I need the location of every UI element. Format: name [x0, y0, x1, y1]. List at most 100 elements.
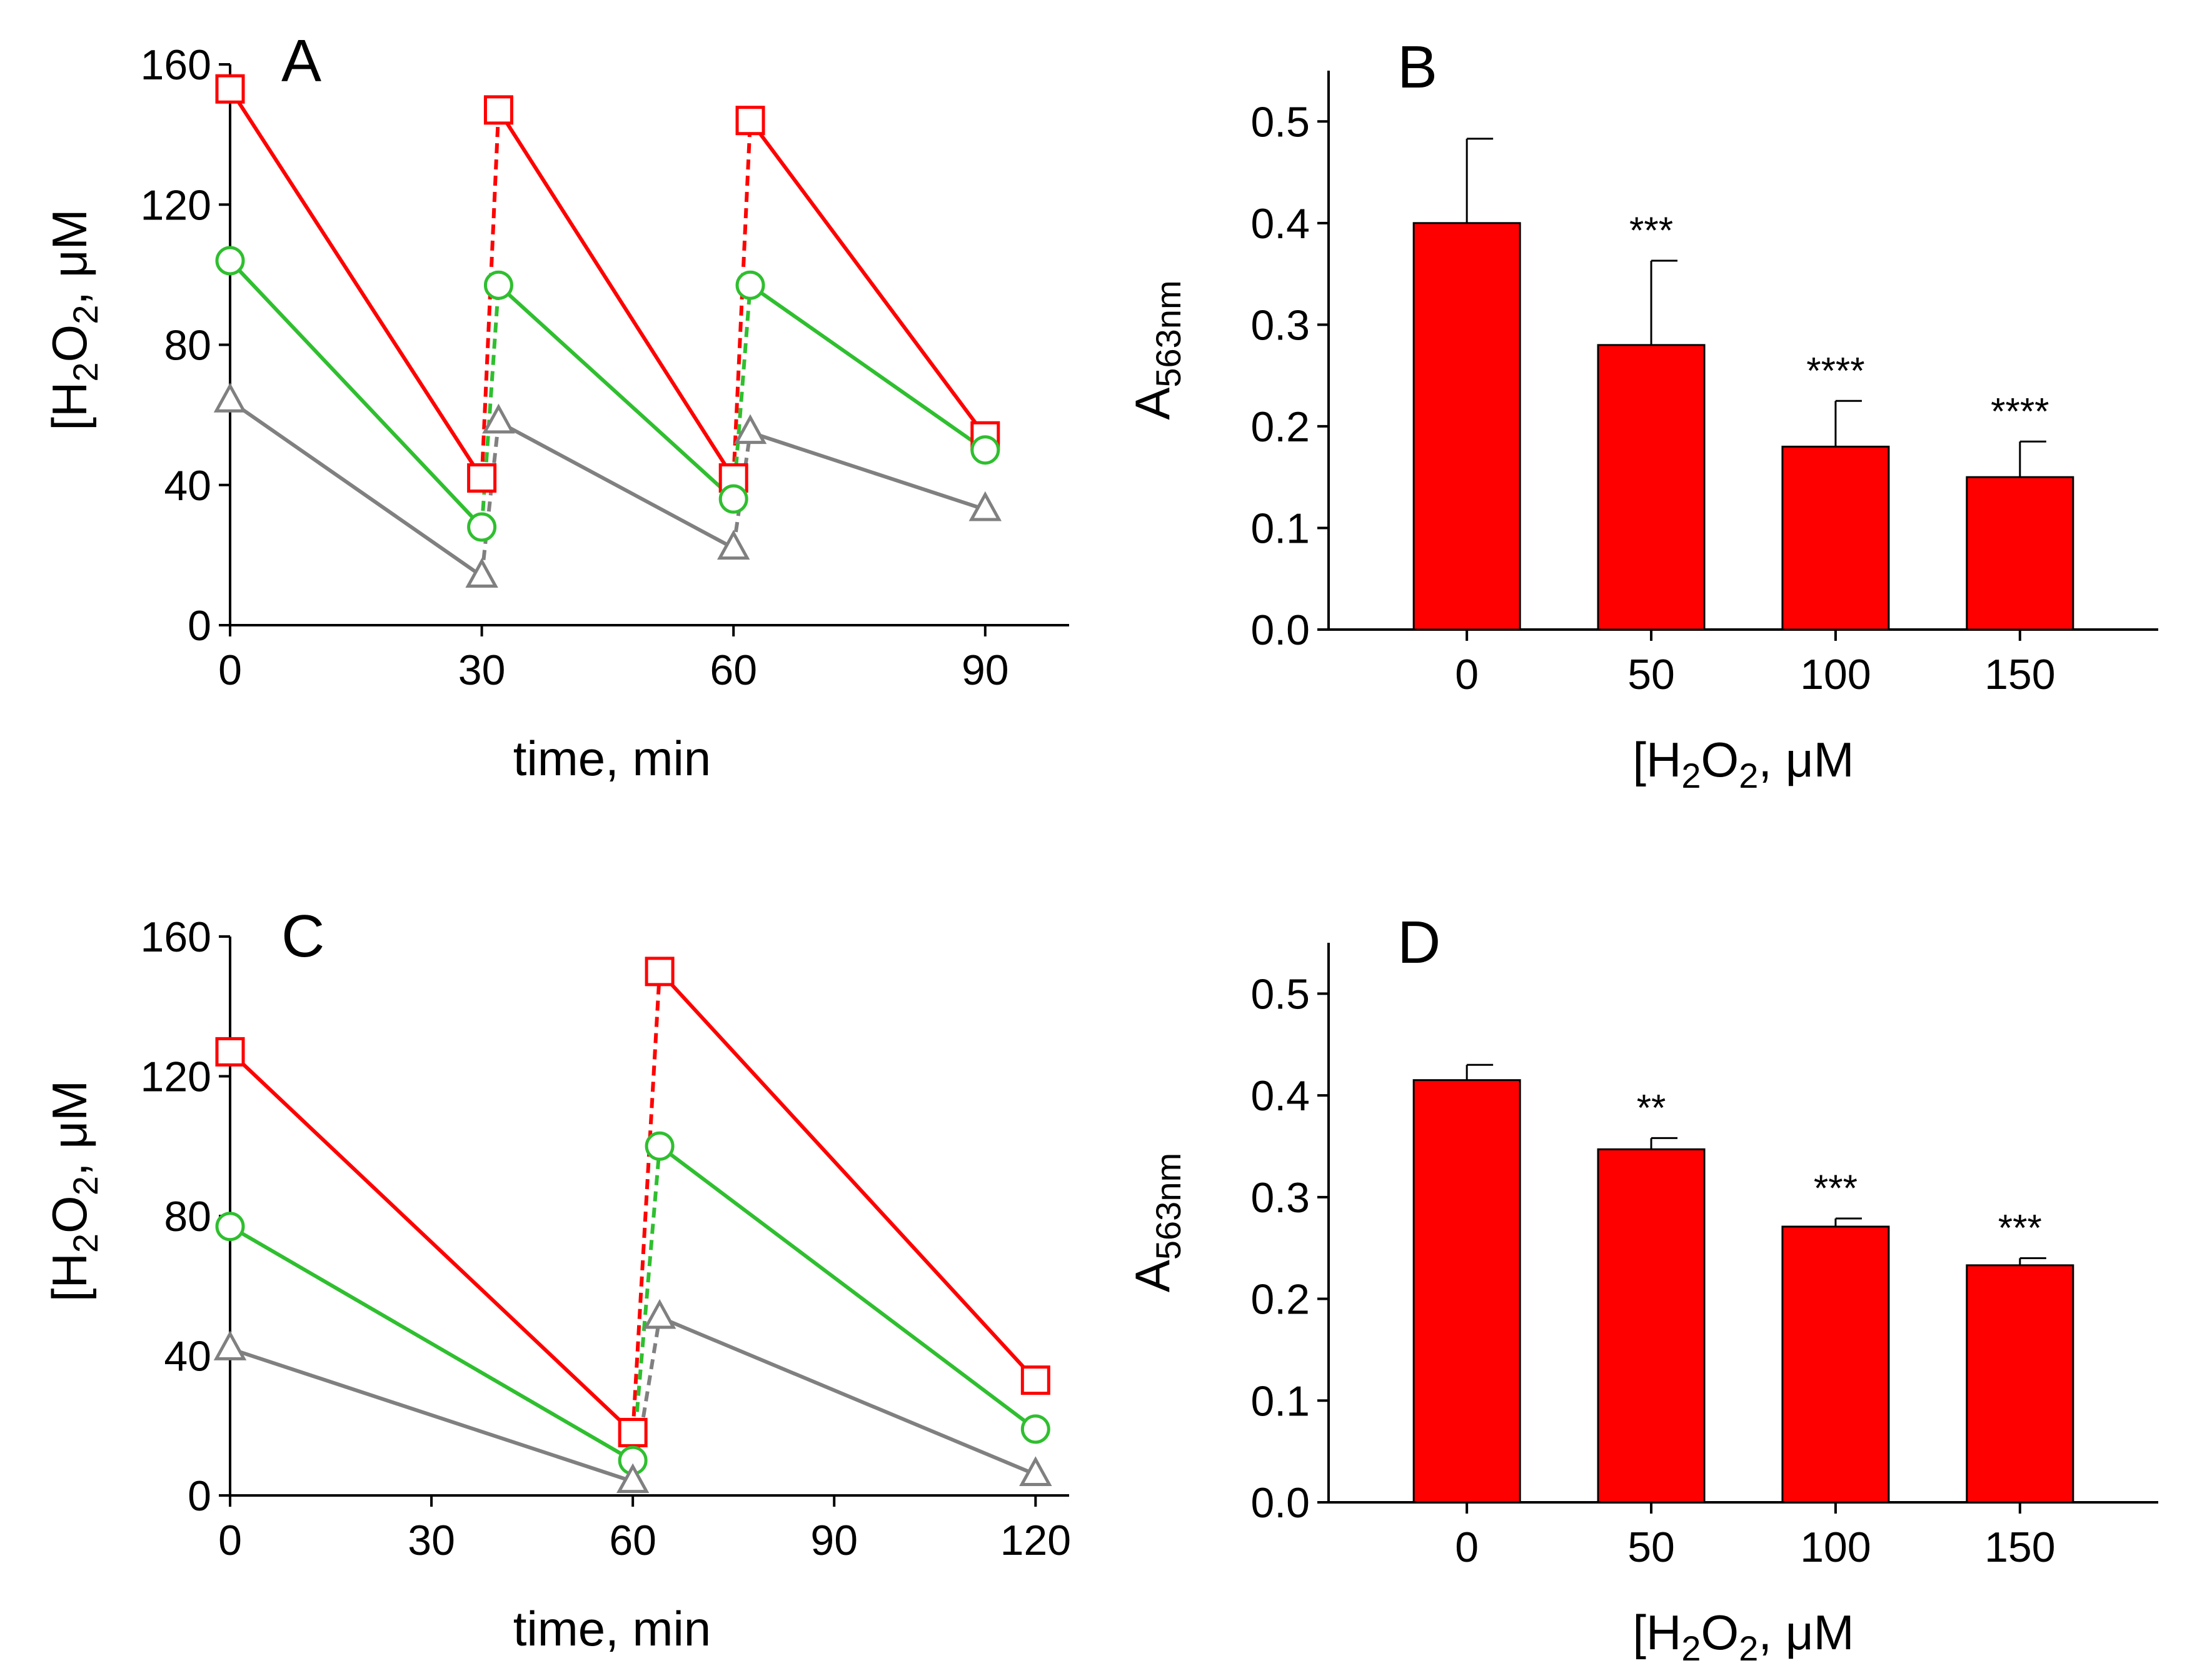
axis-label: [H2O2, μM [42, 1080, 105, 1302]
series-line [228, 259, 483, 529]
series-square [228, 88, 987, 480]
x-tick-label: 30 [458, 646, 506, 694]
series-line [748, 119, 987, 438]
x-tick-label: 50 [1627, 1524, 1675, 1571]
square-marker [718, 463, 748, 493]
square-marker [215, 74, 245, 104]
y-tick-label: 160 [141, 913, 211, 961]
series-line [658, 970, 1037, 1382]
circle-marker [718, 484, 748, 514]
series-line [750, 430, 986, 511]
y-tick-label: 0.0 [1250, 606, 1310, 654]
triangle-marker [213, 1330, 247, 1360]
panel-letter: D [1397, 909, 1440, 976]
x-tick-label: 150 [1984, 1524, 2055, 1571]
y-tick-label: 40 [164, 1333, 211, 1380]
y-tick-label: 120 [141, 1053, 211, 1101]
triangle-marker [616, 1463, 650, 1494]
bar [1781, 1225, 1890, 1504]
panel-letter: A [281, 28, 321, 94]
significance-label: *** [1814, 1167, 1858, 1209]
bar [1412, 1079, 1521, 1504]
x-tick-label: 0 [1455, 651, 1479, 698]
x-tick-label: 60 [609, 1517, 656, 1564]
y-tick-label: 0.2 [1250, 1276, 1310, 1324]
y-tick-label: 0.5 [1250, 970, 1310, 1018]
x-tick-label: 90 [810, 1517, 858, 1564]
dashed-segment [631, 1145, 662, 1461]
triangle-marker [968, 491, 1002, 521]
panel-letter: C [281, 903, 324, 970]
significance-label: *** [1629, 209, 1673, 251]
series-line [658, 1144, 1037, 1431]
dashed-segment [480, 421, 501, 576]
x-tick-label: 100 [1800, 1524, 1871, 1571]
circle-marker [483, 270, 513, 300]
x-tick-label: 0 [218, 646, 242, 694]
series-circle [229, 1144, 1037, 1462]
y-tick-label: 0.4 [1250, 200, 1310, 248]
x-tick-label: 60 [710, 646, 757, 694]
series-square [228, 970, 1037, 1434]
axis-label: A563nm [1125, 280, 1188, 420]
series-line [229, 1347, 634, 1484]
axis-label: [H2O2, μM [42, 209, 105, 430]
y-tick-label: 160 [141, 41, 211, 89]
y-tick-label: 0 [188, 1472, 211, 1520]
circle-marker [735, 270, 765, 300]
significance-label: ** [1637, 1087, 1666, 1128]
dashed-segment [731, 120, 753, 478]
circle-marker [215, 1212, 245, 1242]
significance-label: **** [1991, 390, 2049, 432]
significance-label: **** [1806, 349, 1864, 391]
panel-B: 0.0 0.1 0.2 0.3 0.4 0.5 0 50 *** 100 **** 150 **** B [… [1125, 34, 2158, 795]
series-triangle [229, 399, 986, 578]
triangle-marker [716, 530, 750, 560]
square-marker [618, 1417, 648, 1447]
y-tick-label: 0.5 [1250, 98, 1310, 146]
triangle-marker [465, 558, 498, 588]
circle-marker [645, 1131, 675, 1161]
square-marker [645, 957, 675, 987]
circle-marker [215, 246, 245, 276]
triangle-marker [482, 403, 515, 434]
panel-D: 0.0 0.1 0.2 0.3 0.4 0.5 0 50 ** 100 *** 150 *** D [H2O… [1125, 909, 2158, 1668]
square-marker [467, 463, 497, 493]
square-marker [215, 1037, 245, 1067]
bar [1966, 476, 2074, 631]
y-tick-label: 120 [141, 181, 211, 229]
y-tick-label: 80 [164, 1193, 211, 1240]
bar [1412, 222, 1521, 631]
triangle-marker [643, 1299, 676, 1329]
circle-marker [1020, 1414, 1050, 1444]
square-marker [483, 95, 513, 125]
dashed-segment [631, 1317, 662, 1482]
bar [1781, 445, 1890, 631]
square-marker [735, 106, 765, 136]
series-circle [228, 259, 987, 529]
significance-label: *** [1998, 1207, 2042, 1248]
x-tick-label: 50 [1627, 651, 1675, 698]
axis-label: [H2O2, μM [1632, 732, 1854, 795]
y-tick-label: 0.2 [1250, 403, 1310, 451]
panel-letter: B [1397, 34, 1437, 101]
series-line [228, 1050, 635, 1434]
axis-label: [H2O2, μM [1632, 1605, 1854, 1668]
circle-marker [467, 512, 497, 542]
x-axis-label: time, min [513, 1601, 711, 1656]
dashed-segment [631, 971, 662, 1433]
x-tick-label: 30 [408, 1517, 455, 1564]
series-line [749, 283, 987, 452]
x-tick-label: 0 [218, 1517, 242, 1564]
circle-marker [970, 435, 1000, 465]
y-tick-label: 0.1 [1250, 1377, 1310, 1425]
series-line [658, 1315, 1037, 1477]
triangle-marker [1019, 1456, 1052, 1486]
series-line [496, 109, 735, 480]
series-line [498, 420, 735, 550]
square-marker [1020, 1365, 1050, 1395]
y-tick-label: 40 [164, 462, 211, 510]
bar [1597, 344, 1706, 631]
